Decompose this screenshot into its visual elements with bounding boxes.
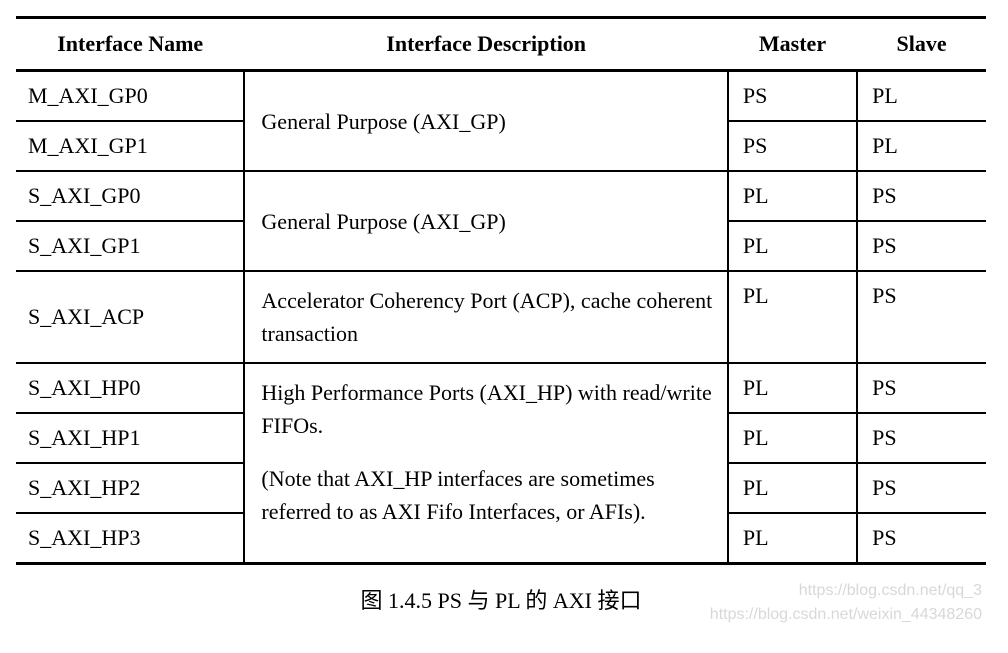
- cell-slave: PS: [857, 271, 986, 363]
- table-container: Interface Name Interface Description Mas…: [16, 16, 986, 627]
- cell-desc: High Performance Ports (AXI_HP) with rea…: [244, 363, 727, 564]
- axi-interface-table: Interface Name Interface Description Mas…: [16, 16, 986, 565]
- header-desc: Interface Description: [244, 18, 727, 71]
- cell-slave: PS: [857, 363, 986, 413]
- cell-name: S_AXI_HP1: [16, 413, 244, 463]
- cell-name: S_AXI_HP0: [16, 363, 244, 413]
- watermark: https://blog.csdn.net/qq_3 https://blog.…: [16, 579, 986, 627]
- cell-slave: PL: [857, 121, 986, 171]
- cell-master: PS: [728, 71, 857, 122]
- cell-slave: PS: [857, 513, 986, 564]
- cell-slave: PS: [857, 413, 986, 463]
- cell-name: S_AXI_ACP: [16, 271, 244, 363]
- cell-master: PL: [728, 413, 857, 463]
- cell-master: PL: [728, 513, 857, 564]
- cell-master: PL: [728, 171, 857, 221]
- cell-name: M_AXI_GP0: [16, 71, 244, 122]
- watermark-line2: https://blog.csdn.net/weixin_44348260: [16, 603, 982, 627]
- table-row: M_AXI_GP0 General Purpose (AXI_GP) PS PL: [16, 71, 986, 122]
- cell-slave: PS: [857, 171, 986, 221]
- desc-line1: High Performance Ports (AXI_HP) with rea…: [261, 380, 711, 438]
- cell-slave: PL: [857, 71, 986, 122]
- cell-desc: Accelerator Coherency Port (ACP), cache …: [244, 271, 727, 363]
- header-name: Interface Name: [16, 18, 244, 71]
- header-master: Master: [728, 18, 857, 71]
- cell-master: PL: [728, 271, 857, 363]
- watermark-line1: https://blog.csdn.net/qq_3: [16, 579, 982, 603]
- cell-master: PL: [728, 221, 857, 271]
- cell-master: PL: [728, 363, 857, 413]
- cell-name: S_AXI_GP0: [16, 171, 244, 221]
- cell-master: PS: [728, 121, 857, 171]
- desc-line2: (Note that AXI_HP interfaces are sometim…: [261, 462, 712, 528]
- cell-desc: General Purpose (AXI_GP): [244, 171, 727, 271]
- cell-name: S_AXI_HP3: [16, 513, 244, 564]
- cell-slave: PS: [857, 463, 986, 513]
- table-row: S_AXI_HP0 High Performance Ports (AXI_HP…: [16, 363, 986, 413]
- table-row: S_AXI_ACP Accelerator Coherency Port (AC…: [16, 271, 986, 363]
- header-slave: Slave: [857, 18, 986, 71]
- cell-name: S_AXI_GP1: [16, 221, 244, 271]
- cell-desc: General Purpose (AXI_GP): [244, 71, 727, 172]
- cell-name: M_AXI_GP1: [16, 121, 244, 171]
- table-header-row: Interface Name Interface Description Mas…: [16, 18, 986, 71]
- cell-master: PL: [728, 463, 857, 513]
- cell-slave: PS: [857, 221, 986, 271]
- table-row: S_AXI_GP0 General Purpose (AXI_GP) PL PS: [16, 171, 986, 221]
- cell-name: S_AXI_HP2: [16, 463, 244, 513]
